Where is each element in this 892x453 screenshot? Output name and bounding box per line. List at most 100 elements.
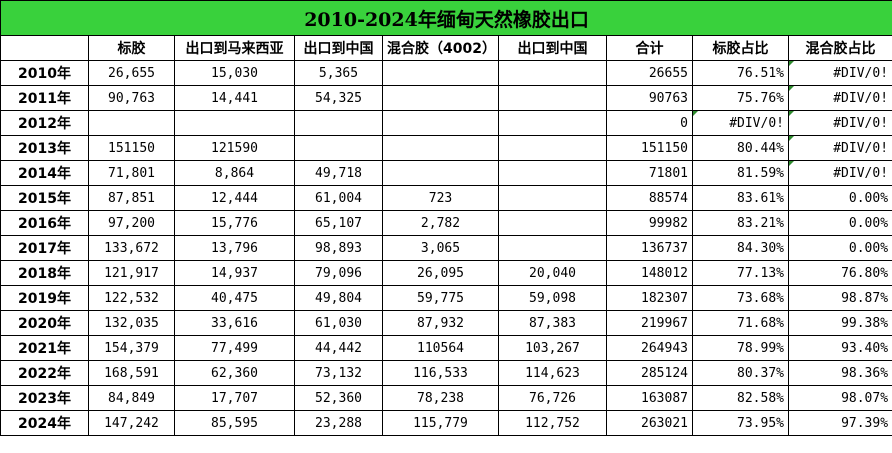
china-hunhe-cell: 76,726 xyxy=(498,385,607,411)
hunhe-pct-cell: #DIV/0! xyxy=(787,60,892,86)
header-cell-year xyxy=(0,35,89,61)
malaysia-cell: 14,937 xyxy=(174,260,295,286)
biaojiao-cell: 132,035 xyxy=(88,310,175,336)
biao-pct-cell: 77.13% xyxy=(692,260,789,286)
malaysia-cell: 40,475 xyxy=(174,285,295,311)
year-cell: 2017年 xyxy=(0,235,89,261)
year-cell: 2023年 xyxy=(0,385,89,411)
total-cell: 71801 xyxy=(606,160,693,186)
table-row: 2016年 97,200 15,776 65,107 2,782 99982 83.21% 0… xyxy=(0,210,892,236)
hunhe-pct-cell: 0.00% xyxy=(787,235,892,261)
year-cell: 2014年 xyxy=(0,160,89,186)
table-row: 2011年 90,763 14,441 54,325 90763 75.76% #DIV/0… xyxy=(0,85,892,111)
table-row: 2021年 154,379 77,499 44,442 110564 103,267 264… xyxy=(0,335,892,361)
china-cell: 61,030 xyxy=(294,310,383,336)
biao-pct-cell: 73.95% xyxy=(692,410,789,436)
total-cell: 148012 xyxy=(606,260,693,286)
china-hunhe-cell xyxy=(498,60,607,86)
header-cell-biaojiao: 标胶 xyxy=(88,35,175,61)
hunhe-cell xyxy=(382,160,499,186)
table-row: 2018年 121,917 14,937 79,096 26,095 20,040 1480… xyxy=(0,260,892,286)
year-cell: 2018年 xyxy=(0,260,89,286)
biao-pct-cell: 80.37% xyxy=(692,360,789,386)
header-cell-total: 合计 xyxy=(606,35,693,61)
total-cell: 90763 xyxy=(606,85,693,111)
total-cell: 136737 xyxy=(606,235,693,261)
china-hunhe-cell: 59,098 xyxy=(498,285,607,311)
biaojiao-cell: 133,672 xyxy=(88,235,175,261)
hunhe-cell: 26,095 xyxy=(382,260,499,286)
header-row: 标胶 出口到马来西亚 出口到中国 混合胶（4002） 出口到中国 合计 标胶占比… xyxy=(0,35,892,61)
china-cell: 73,132 xyxy=(294,360,383,386)
hunhe-cell: 59,775 xyxy=(382,285,499,311)
header-cell-china: 出口到中国 xyxy=(294,35,383,61)
hunhe-pct-cell: #DIV/0! xyxy=(787,135,892,161)
biao-pct-cell: 84.30% xyxy=(692,235,789,261)
biao-pct-cell: 81.59% xyxy=(692,160,789,186)
china-hunhe-cell xyxy=(498,185,607,211)
china-hunhe-cell: 20,040 xyxy=(498,260,607,286)
biao-pct-cell: 78.99% xyxy=(692,335,789,361)
hunhe-cell xyxy=(382,135,499,161)
total-cell: 0 xyxy=(606,110,693,136)
malaysia-cell xyxy=(174,110,295,136)
china-cell: 49,804 xyxy=(294,285,383,311)
table-row: 2019年 122,532 40,475 49,804 59,775 59,098 1823… xyxy=(0,285,892,311)
total-cell: 26655 xyxy=(606,60,693,86)
malaysia-cell: 15,030 xyxy=(174,60,295,86)
hunhe-cell xyxy=(382,85,499,111)
malaysia-cell: 8,864 xyxy=(174,160,295,186)
biao-pct-cell: 73.68% xyxy=(692,285,789,311)
malaysia-cell: 33,616 xyxy=(174,310,295,336)
biaojiao-cell: 71,801 xyxy=(88,160,175,186)
malaysia-cell: 77,499 xyxy=(174,335,295,361)
china-hunhe-cell: 114,623 xyxy=(498,360,607,386)
china-cell xyxy=(294,110,383,136)
biaojiao-cell: 122,532 xyxy=(88,285,175,311)
year-cell: 2020年 xyxy=(0,310,89,336)
table-row: 2023年 84,849 17,707 52,360 78,238 76,726 16308… xyxy=(0,385,892,411)
malaysia-cell: 15,776 xyxy=(174,210,295,236)
china-hunhe-cell: 103,267 xyxy=(498,335,607,361)
biaojiao-cell: 168,591 xyxy=(88,360,175,386)
china-cell: 5,365 xyxy=(294,60,383,86)
year-cell: 2021年 xyxy=(0,335,89,361)
table-row: 2015年 87,851 12,444 61,004 723 88574 83.61% 0.0… xyxy=(0,185,892,211)
header-cell-hunhe: 混合胶（4002） xyxy=(382,35,499,61)
biaojiao-cell: 154,379 xyxy=(88,335,175,361)
biao-pct-cell: 82.58% xyxy=(692,385,789,411)
hunhe-pct-cell: #DIV/0! xyxy=(787,160,892,186)
biao-pct-cell: 76.51% xyxy=(692,60,789,86)
biao-pct-cell: 71.68% xyxy=(692,310,789,336)
biaojiao-cell: 151150 xyxy=(88,135,175,161)
total-cell: 151150 xyxy=(606,135,693,161)
malaysia-cell: 13,796 xyxy=(174,235,295,261)
biaojiao-cell: 90,763 xyxy=(88,85,175,111)
china-hunhe-cell xyxy=(498,160,607,186)
table-title: 2010-2024年缅甸天然橡胶出口 xyxy=(0,0,892,36)
total-cell: 182307 xyxy=(606,285,693,311)
hunhe-pct-cell: 0.00% xyxy=(787,210,892,236)
hunhe-cell: 78,238 xyxy=(382,385,499,411)
hunhe-pct-cell: 98.87% xyxy=(787,285,892,311)
year-cell: 2011年 xyxy=(0,85,89,111)
china-cell: 79,096 xyxy=(294,260,383,286)
hunhe-pct-cell: 97.39% xyxy=(787,410,892,436)
malaysia-cell: 14,441 xyxy=(174,85,295,111)
total-cell: 285124 xyxy=(606,360,693,386)
biao-pct-cell: #DIV/0! xyxy=(692,110,789,136)
hunhe-pct-cell: 99.38% xyxy=(787,310,892,336)
year-cell: 2010年 xyxy=(0,60,89,86)
biao-pct-cell: 83.61% xyxy=(692,185,789,211)
china-hunhe-cell xyxy=(498,135,607,161)
china-cell: 54,325 xyxy=(294,85,383,111)
biaojiao-cell: 26,655 xyxy=(88,60,175,86)
biaojiao-cell: 84,849 xyxy=(88,385,175,411)
malaysia-cell: 62,360 xyxy=(174,360,295,386)
hunhe-cell: 723 xyxy=(382,185,499,211)
total-cell: 264943 xyxy=(606,335,693,361)
biaojiao-cell: 121,917 xyxy=(88,260,175,286)
malaysia-cell: 121590 xyxy=(174,135,295,161)
total-cell: 88574 xyxy=(606,185,693,211)
china-cell: 61,004 xyxy=(294,185,383,211)
